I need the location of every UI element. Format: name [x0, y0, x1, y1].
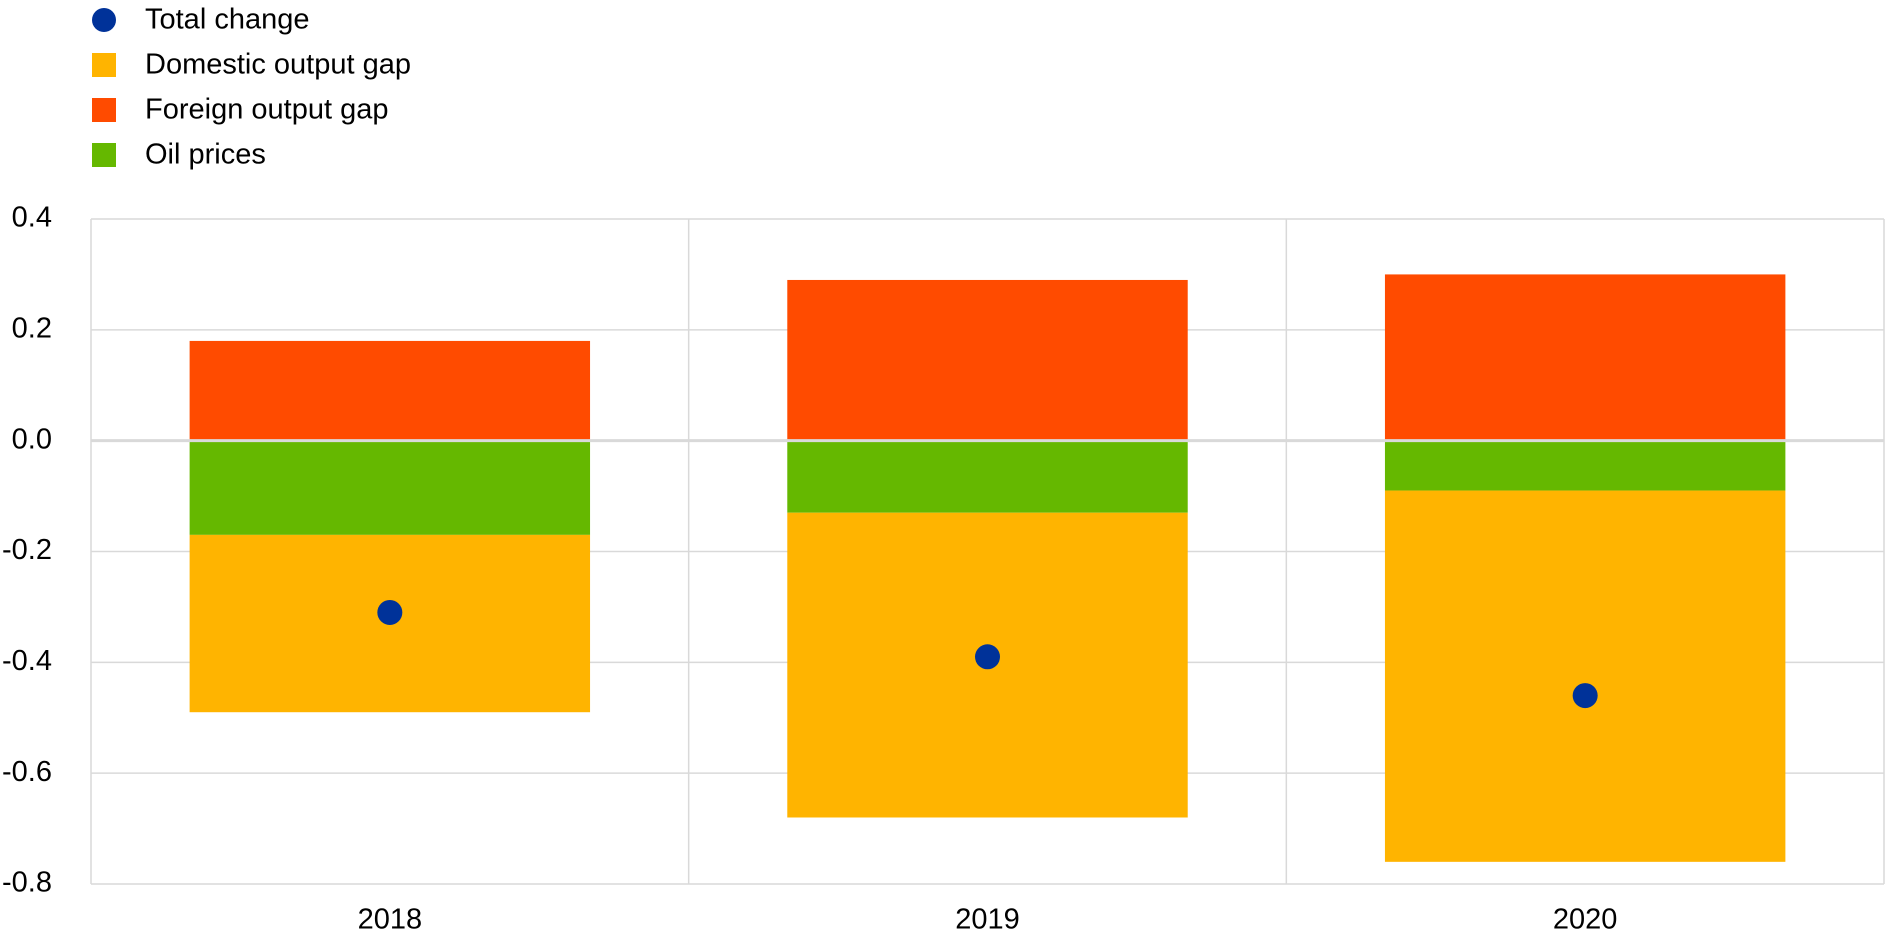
- y-tick-label: 0.2: [12, 312, 52, 344]
- legend-marker: [92, 143, 116, 167]
- bar-segment: [1384, 274, 1786, 441]
- x-tick-label: 2019: [955, 904, 1020, 936]
- y-tick-label: -0.4: [2, 645, 52, 677]
- bar-segment: [787, 279, 1188, 441]
- x-tick-label: 2018: [358, 904, 423, 936]
- legend-label: Domestic output gap: [145, 49, 411, 81]
- bar-segment: [189, 340, 591, 441]
- y-tick-label: -0.8: [2, 867, 52, 899]
- y-tick-label: -0.6: [2, 756, 52, 788]
- legend-label: Oil prices: [145, 139, 266, 171]
- y-tick-label: -0.2: [2, 534, 52, 566]
- legend-label: Total change: [145, 4, 309, 36]
- legend-marker: [92, 98, 116, 122]
- dot: [1572, 683, 1598, 709]
- bar-segment: [1384, 490, 1786, 862]
- dot: [377, 599, 403, 625]
- legend-marker: [92, 53, 116, 77]
- bar-segment: [787, 440, 1188, 513]
- x-tick-label: 2020: [1553, 904, 1618, 936]
- y-tick-label: 0.0: [12, 423, 52, 455]
- bar-segment: [1384, 440, 1786, 491]
- legend-label: Foreign output gap: [145, 94, 388, 126]
- dot: [975, 644, 1000, 670]
- legend-marker: [92, 8, 116, 32]
- bar-segment: [189, 440, 591, 535]
- y-tick-label: 0.4: [12, 202, 52, 234]
